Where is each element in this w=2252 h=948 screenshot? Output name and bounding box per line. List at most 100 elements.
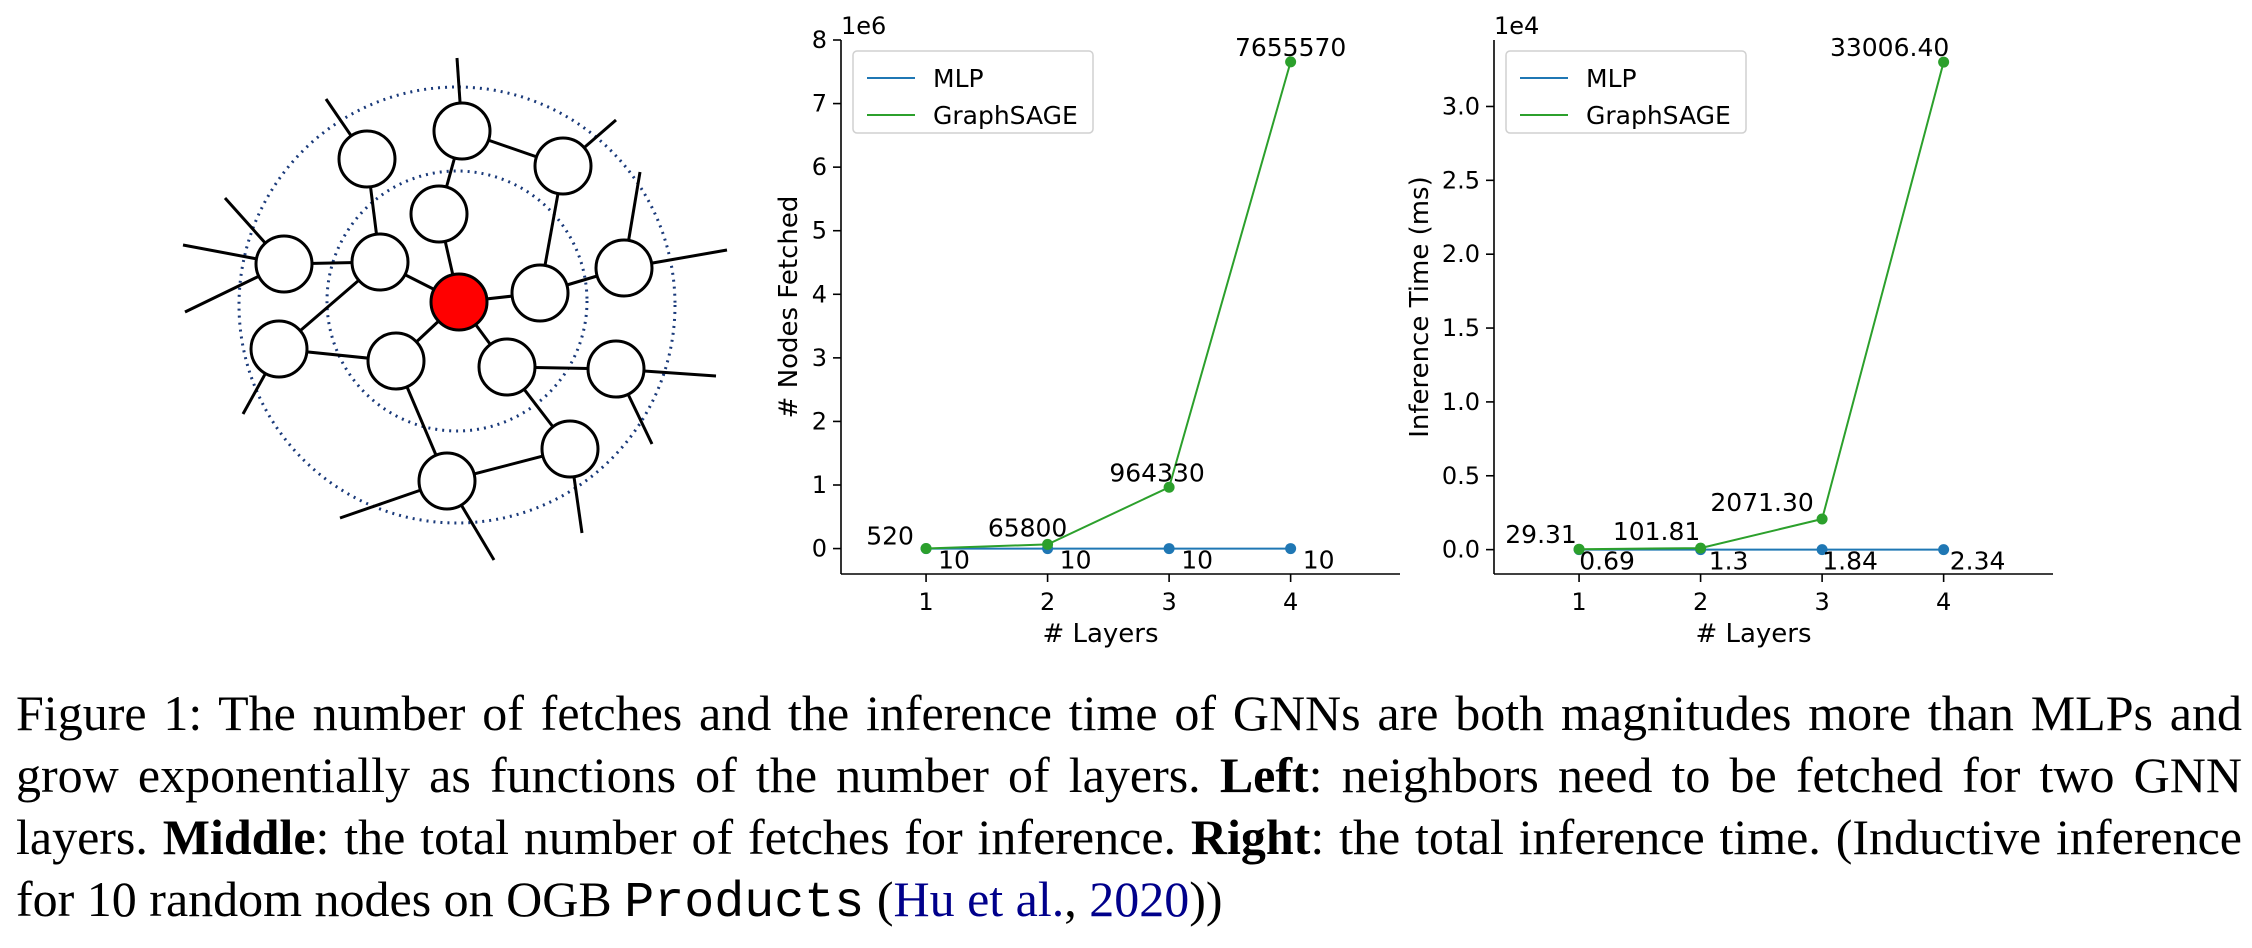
graph-node bbox=[254, 234, 314, 294]
caption-lead: Figure 1: The number of fetches and the … bbox=[16, 685, 2242, 803]
graph-diagram bbox=[182, 57, 728, 561]
y-tick-label: 1.5 bbox=[1442, 314, 1480, 342]
graph-node bbox=[533, 136, 593, 196]
data-label-graphsage: 65800 bbox=[988, 513, 1068, 542]
y-scale-offset: 1e6 bbox=[841, 12, 886, 40]
y-tick-label: 2.0 bbox=[1442, 240, 1480, 268]
data-label-mlp: 10 bbox=[1060, 546, 1092, 575]
legend-entry: MLP bbox=[1586, 64, 1637, 93]
caption-dataset: Products bbox=[624, 875, 865, 932]
data-label-graphsage: 29.31 bbox=[1505, 520, 1577, 549]
x-axis-label: # Layers bbox=[1042, 619, 1158, 649]
graph-node bbox=[366, 331, 426, 391]
series-line-graphsage bbox=[926, 61, 1292, 550]
y-tick-label: 3.0 bbox=[1442, 92, 1480, 120]
data-point-mlp bbox=[1285, 543, 1297, 555]
figure-caption: Figure 1: The number of fetches and the … bbox=[16, 682, 2242, 935]
outer-hop-circle bbox=[237, 85, 677, 525]
data-label-graphsage: 33006.40 bbox=[1830, 33, 1949, 62]
x-tick-label: 3 bbox=[1161, 588, 1176, 616]
figure: 0 1 2 3 4 5 6 7 8 1 2 3 4 # Layers # Nodes Fetched 1e6 1… bbox=[182, 12, 2053, 649]
x-tick-label: 4 bbox=[1283, 588, 1298, 616]
caption-left-label: Left bbox=[1219, 747, 1309, 803]
target-node bbox=[429, 272, 489, 332]
caption-middle-text: : the total number of fetches for infere… bbox=[315, 809, 1177, 865]
data-label-graphsage: 101.81 bbox=[1613, 517, 1700, 546]
y-tick-label: 0.5 bbox=[1442, 462, 1480, 490]
caption-left-text: : neighbors need to be fetched for two G… bbox=[16, 747, 2243, 865]
graph-node bbox=[337, 129, 397, 189]
graph-node bbox=[540, 419, 600, 479]
data-point-graphsage bbox=[1938, 56, 1950, 68]
graph-node bbox=[350, 232, 410, 292]
caption-right-text: : the total inference time. (Inductive i… bbox=[16, 809, 2242, 927]
legend-box bbox=[852, 50, 1094, 134]
caption-comma: , bbox=[1064, 871, 1090, 927]
caption-close: )) bbox=[1189, 871, 1223, 927]
data-label-mlp: 1.3 bbox=[1709, 547, 1749, 576]
legend-entry: GraphSAGE bbox=[933, 101, 1078, 130]
legend-entry: MLP bbox=[933, 64, 984, 93]
caption-open-paren: ( bbox=[876, 871, 894, 927]
y-tick-label: 5 bbox=[812, 217, 827, 245]
citation-year-link[interactable]: 2020 bbox=[1089, 871, 1190, 927]
data-label-graphsage: 2071.30 bbox=[1710, 488, 1813, 517]
y-tick-label: 8 bbox=[812, 26, 827, 54]
data-label-mlp: 10 bbox=[1303, 546, 1335, 575]
graph-nodes bbox=[249, 101, 654, 511]
graph-node bbox=[249, 319, 309, 379]
legend-entry: GraphSAGE bbox=[1586, 101, 1731, 130]
data-point-graphsage bbox=[1573, 543, 1585, 555]
graph-node bbox=[432, 101, 492, 161]
y-axis-label: Inference Time (ms) bbox=[1405, 176, 1435, 438]
caption-middle-label: Middle bbox=[162, 809, 316, 865]
data-point-graphsage bbox=[1042, 538, 1054, 550]
data-point-graphsage bbox=[1695, 542, 1707, 554]
y-tick-label: 2 bbox=[812, 407, 827, 435]
data-point-graphsage bbox=[920, 543, 932, 555]
x-tick-label: 2 bbox=[1040, 588, 1055, 616]
data-point-mlp bbox=[1163, 543, 1175, 555]
y-tick-label: 0 bbox=[812, 535, 827, 563]
y-tick-label: 7 bbox=[812, 90, 827, 118]
data-label-graphsage: 7655570 bbox=[1235, 33, 1346, 62]
y-scale-offset: 1e4 bbox=[1494, 12, 1539, 40]
data-point-graphsage bbox=[1163, 481, 1175, 493]
y-tick-label: 2.5 bbox=[1442, 166, 1480, 194]
y-tick-label: 0.0 bbox=[1442, 536, 1480, 564]
graph-node bbox=[409, 184, 469, 244]
x-axis-label: # Layers bbox=[1695, 619, 1811, 649]
x-tick-label: 1 bbox=[918, 588, 933, 616]
x-tick-label: 2 bbox=[1693, 588, 1708, 616]
y-tick-label: 6 bbox=[812, 153, 827, 181]
graph-node bbox=[417, 451, 477, 511]
data-label-mlp: 1.84 bbox=[1822, 547, 1878, 576]
citation-authors-link[interactable]: Hu et al. bbox=[893, 871, 1065, 927]
data-point-mlp bbox=[1816, 544, 1828, 556]
nodes-fetched-chart: 0 1 2 3 4 5 6 7 8 1 2 3 4 # Layers # Nodes Fetched 1e6 1… bbox=[774, 12, 1400, 649]
inference-time-chart: 0.0 0.5 1.0 1.5 2.0 2.5 3.0 1 2 3 4 # Layers Inferen… bbox=[1405, 12, 2053, 649]
y-tick-label: 3 bbox=[812, 344, 827, 372]
data-point-graphsage bbox=[1285, 56, 1297, 68]
data-label-mlp: 10 bbox=[938, 546, 970, 575]
inner-hop-circle bbox=[325, 169, 589, 433]
data-label-graphsage: 520 bbox=[866, 522, 914, 551]
series-line-graphsage bbox=[1579, 61, 1945, 551]
data-label-mlp: 0.69 bbox=[1579, 547, 1635, 576]
x-tick-label: 3 bbox=[1814, 588, 1829, 616]
data-label-graphsage: 964330 bbox=[1109, 458, 1204, 487]
graph-node bbox=[510, 263, 570, 323]
data-point-mlp bbox=[1938, 544, 1950, 556]
y-axis-label: # Nodes Fetched bbox=[774, 196, 804, 419]
x-tick-label: 1 bbox=[1571, 588, 1586, 616]
caption-right-label: Right bbox=[1190, 809, 1311, 865]
x-tick-label: 4 bbox=[1936, 588, 1951, 616]
graph-node bbox=[586, 339, 646, 399]
graph-node bbox=[477, 337, 537, 397]
legend-box bbox=[1505, 50, 1747, 134]
graph-node bbox=[594, 238, 654, 298]
y-tick-label: 1 bbox=[812, 471, 827, 499]
data-label-mlp: 10 bbox=[1181, 546, 1213, 575]
y-tick-label: 4 bbox=[812, 280, 827, 308]
y-tick-label: 1.0 bbox=[1442, 388, 1480, 416]
